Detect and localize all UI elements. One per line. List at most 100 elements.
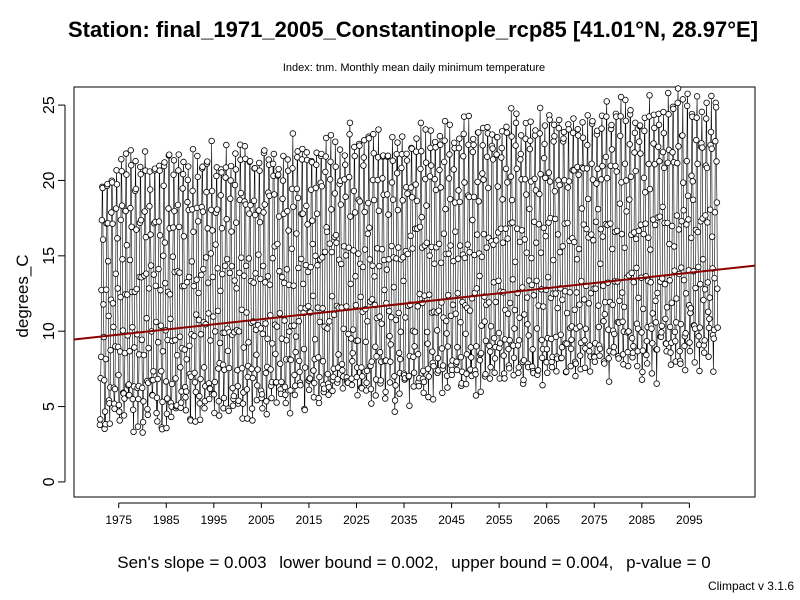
data-point: [127, 162, 135, 169]
data-point: [211, 378, 218, 386]
data-point: [699, 256, 707, 263]
data-point: [506, 299, 514, 307]
data-point: [675, 143, 682, 150]
data-point: [595, 302, 602, 309]
credit-text: Climpact v 3.1.6: [708, 579, 794, 593]
data-point: [621, 244, 628, 251]
data-point: [624, 362, 632, 370]
data-point: [192, 311, 200, 318]
data-point: [284, 207, 291, 215]
data-point: [263, 398, 270, 405]
data-point: [704, 279, 711, 286]
data-point: [662, 315, 669, 323]
data-point: [426, 252, 433, 259]
data-point: [295, 318, 303, 325]
data-point: [623, 208, 630, 215]
data-point: [435, 307, 442, 314]
data-point: [335, 351, 342, 358]
data-point: [145, 344, 152, 352]
data-point: [424, 340, 431, 347]
data-point: [660, 129, 668, 137]
data-point: [498, 154, 505, 161]
data-point: [659, 203, 666, 211]
data-point: [676, 347, 683, 355]
data-point: [527, 118, 534, 125]
data-point: [560, 128, 568, 136]
data-point: [393, 169, 401, 177]
data-point: [703, 99, 710, 106]
data-point: [559, 243, 566, 250]
data-point: [235, 328, 243, 335]
data-point: [555, 125, 562, 132]
data-point: [371, 273, 378, 280]
data-point: [389, 196, 397, 203]
data-point: [357, 293, 364, 301]
data-point: [661, 280, 669, 288]
data-point: [558, 344, 566, 351]
data-point: [486, 375, 494, 382]
data-point: [426, 173, 434, 180]
data-point: [430, 362, 437, 370]
data-point: [576, 323, 583, 330]
data-point: [270, 150, 278, 158]
data-point: [319, 358, 327, 365]
data-point: [117, 293, 124, 301]
data-point: [528, 281, 536, 289]
data-point: [403, 150, 410, 157]
data-point: [364, 199, 372, 207]
data-point: [364, 230, 371, 237]
data-point: [386, 379, 394, 386]
data-point: [257, 275, 264, 283]
data-point: [262, 320, 269, 327]
data-point: [413, 135, 420, 142]
data-point: [689, 196, 697, 204]
data-point: [293, 230, 300, 237]
data-point: [363, 379, 370, 386]
data-point: [511, 325, 518, 332]
data-point: [457, 353, 465, 361]
data-point: [534, 367, 542, 374]
data-point: [172, 375, 179, 382]
data-point: [649, 310, 656, 317]
data-point: [603, 113, 610, 120]
data-point: [596, 345, 604, 352]
data-point: [540, 224, 547, 232]
data-point: [433, 327, 441, 334]
data-point: [584, 195, 592, 203]
data-point: [603, 98, 610, 105]
data-point: [376, 313, 383, 320]
data-point: [476, 356, 484, 364]
data-point: [376, 262, 383, 270]
data-point: [146, 203, 153, 210]
data-point: [456, 198, 463, 206]
data-point: [645, 160, 652, 168]
data-point: [649, 340, 656, 347]
data-point: [660, 108, 667, 116]
data-point: [556, 181, 563, 189]
data-point: [713, 199, 721, 206]
data-point: [197, 375, 204, 383]
data-point: [580, 296, 588, 303]
data-point: [379, 175, 386, 182]
data-point: [296, 357, 303, 365]
data-point: [189, 145, 197, 153]
data-point: [331, 190, 339, 197]
data-point: [207, 337, 214, 344]
data-point: [289, 165, 296, 172]
data-point: [648, 325, 655, 332]
data-point: [684, 90, 691, 97]
data-point: [161, 239, 169, 246]
data-point: [574, 126, 582, 133]
data-point: [515, 337, 523, 344]
data-point: [369, 262, 376, 269]
data-point: [263, 411, 270, 418]
data-point: [686, 339, 693, 346]
data-point: [152, 282, 159, 290]
data-point: [210, 391, 218, 398]
data-point: [177, 399, 185, 406]
data-point: [537, 249, 545, 256]
data-point: [300, 345, 308, 353]
data-point: [332, 231, 340, 239]
data-point: [420, 389, 427, 397]
data-point: [348, 381, 356, 389]
